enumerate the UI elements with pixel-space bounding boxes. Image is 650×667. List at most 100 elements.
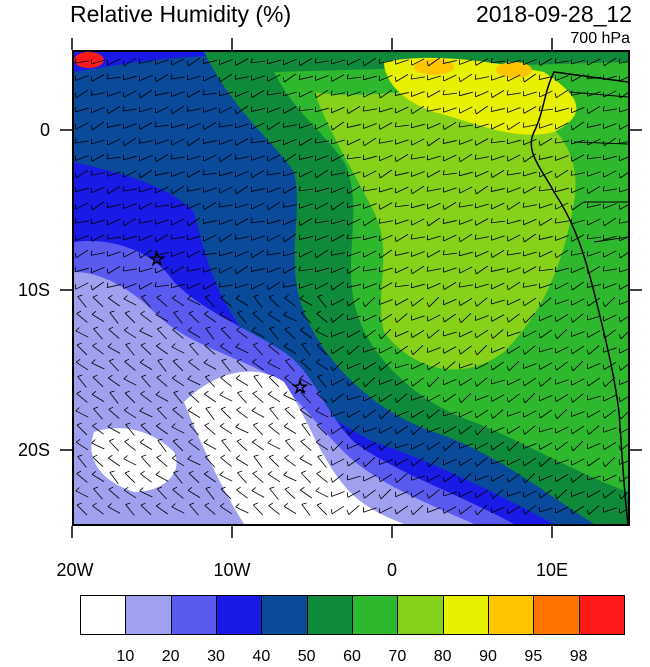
wind-barb xyxy=(139,327,153,338)
wind-barb xyxy=(507,267,521,273)
wind-barb xyxy=(266,281,281,291)
wind-barb xyxy=(490,489,504,499)
wind-barb xyxy=(523,218,537,226)
wind-barb xyxy=(427,347,441,353)
wind-barb xyxy=(538,185,553,192)
wind-barb xyxy=(570,201,584,211)
wind-barb xyxy=(618,411,628,420)
wind-barb xyxy=(618,331,628,340)
wind-barb xyxy=(315,438,329,451)
field-95b xyxy=(496,62,532,78)
wind-barb xyxy=(426,250,441,258)
wind-barb xyxy=(362,250,377,258)
wind-barb xyxy=(74,138,89,144)
wind-barb xyxy=(109,310,119,324)
wind-barb xyxy=(554,441,568,451)
wind-barb xyxy=(522,345,536,355)
wind-barb xyxy=(250,170,265,178)
valid-time: 2018-09-28_12 xyxy=(475,1,632,27)
wind-barb xyxy=(268,454,280,468)
wind-barb xyxy=(522,377,537,387)
wind-barb xyxy=(282,122,297,128)
wind-barb xyxy=(187,282,201,290)
wind-barb xyxy=(410,330,425,338)
wind-barb xyxy=(586,330,601,338)
wind-barb xyxy=(138,169,152,179)
wind-barb xyxy=(75,75,89,81)
wind-barb xyxy=(77,374,87,388)
wind-barb xyxy=(346,153,361,160)
wind-barb xyxy=(90,201,104,211)
wind-barb xyxy=(283,311,297,322)
wind-barb xyxy=(506,506,521,514)
wind-barb xyxy=(282,91,297,97)
wind-barb xyxy=(314,186,329,193)
wind-barb xyxy=(522,266,537,274)
wind-barb xyxy=(379,299,393,305)
wind-barb xyxy=(299,455,313,466)
wind-barb xyxy=(442,169,457,176)
wind-barb xyxy=(283,471,297,482)
wind-barb xyxy=(362,266,377,272)
wind-barb xyxy=(252,390,264,403)
wind-barb xyxy=(125,422,135,436)
wind-barb xyxy=(474,203,489,209)
wind-barb xyxy=(298,234,313,240)
wind-barb xyxy=(378,473,393,483)
wind-barb xyxy=(587,362,601,370)
wind-barb xyxy=(602,57,617,67)
wind-barb xyxy=(442,313,456,323)
wind-barb xyxy=(426,394,441,402)
wind-barb xyxy=(298,250,313,258)
wind-barb xyxy=(346,330,361,338)
wind-barb xyxy=(204,422,216,435)
wind-barb xyxy=(586,425,600,435)
colorbar-box xyxy=(578,595,625,635)
wind-barb xyxy=(522,282,537,288)
wind-barb xyxy=(474,409,489,419)
wind-barb xyxy=(188,358,200,371)
wind-barb xyxy=(523,138,537,146)
wind-barb xyxy=(506,393,520,403)
wind-barb xyxy=(506,121,521,131)
wind-barb xyxy=(538,297,552,307)
wind-barb xyxy=(618,476,628,483)
wind-barb xyxy=(602,266,617,272)
wind-barb xyxy=(140,422,152,436)
wind-barb xyxy=(298,123,313,129)
wind-barb xyxy=(314,89,329,99)
wind-barb xyxy=(587,442,601,450)
wind-barb xyxy=(619,235,628,242)
wind-barb xyxy=(316,342,328,356)
wind-barb xyxy=(250,137,265,144)
wind-barb xyxy=(156,326,168,340)
wind-barb xyxy=(300,438,312,451)
wind-barb xyxy=(170,185,185,195)
wind-barb xyxy=(362,427,377,433)
wind-barb xyxy=(458,298,473,306)
map-title: Relative Humidity (%) xyxy=(70,1,292,27)
wind-barb xyxy=(156,406,168,420)
wind-barb xyxy=(250,57,265,64)
wind-barb xyxy=(91,311,105,322)
wind-barb xyxy=(298,218,313,226)
wind-barb xyxy=(378,169,392,179)
wind-barb xyxy=(330,250,345,256)
wind-barb xyxy=(140,310,152,323)
wind-barb xyxy=(570,90,585,96)
wind-barb xyxy=(602,137,617,147)
wind-barb xyxy=(538,427,553,433)
wind-barb xyxy=(202,122,217,130)
wind-barb xyxy=(122,266,137,272)
lat-label-10s: 10S xyxy=(17,280,50,300)
wind-barb xyxy=(123,406,137,419)
wind-barb xyxy=(394,74,409,82)
wind-barb xyxy=(173,470,183,484)
wind-barb xyxy=(77,294,87,308)
wind-barb xyxy=(138,138,153,144)
wind-barb xyxy=(157,358,167,372)
wind-barb xyxy=(379,459,393,465)
wind-barb xyxy=(330,59,345,65)
wind-barb xyxy=(298,283,313,289)
wind-barb xyxy=(442,218,457,224)
